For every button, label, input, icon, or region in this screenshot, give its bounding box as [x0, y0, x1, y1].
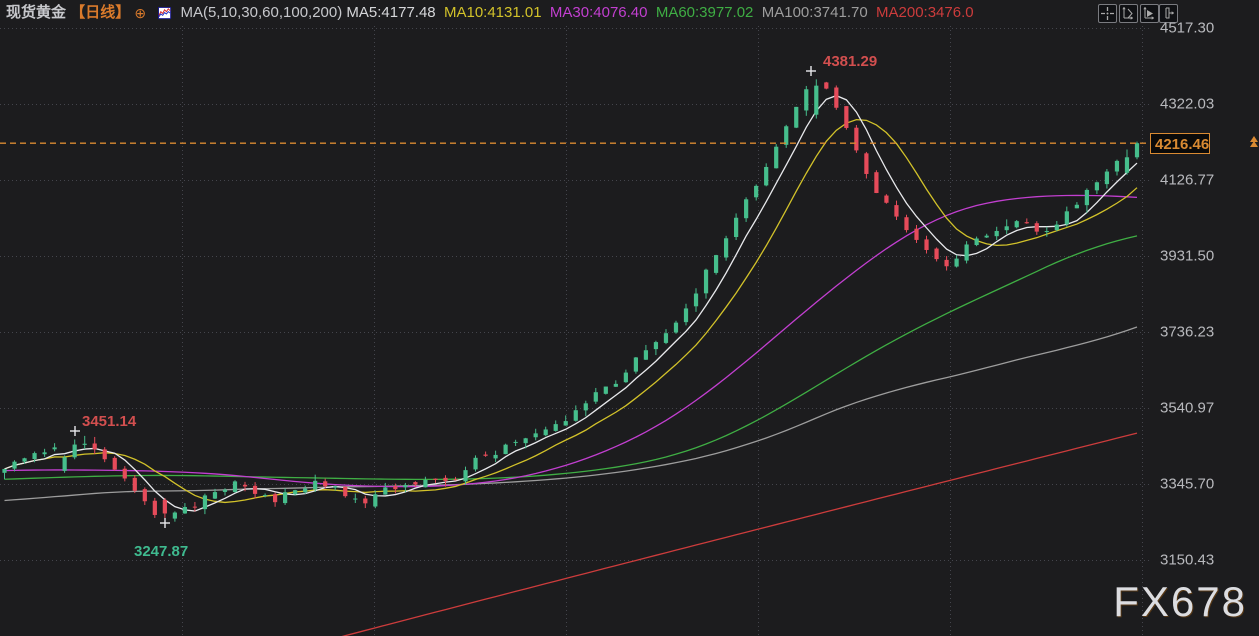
svg-text:3451.14: 3451.14 — [82, 413, 137, 430]
svg-text:3247.87: 3247.87 — [134, 543, 188, 560]
svg-text:4381.29: 4381.29 — [823, 53, 877, 70]
